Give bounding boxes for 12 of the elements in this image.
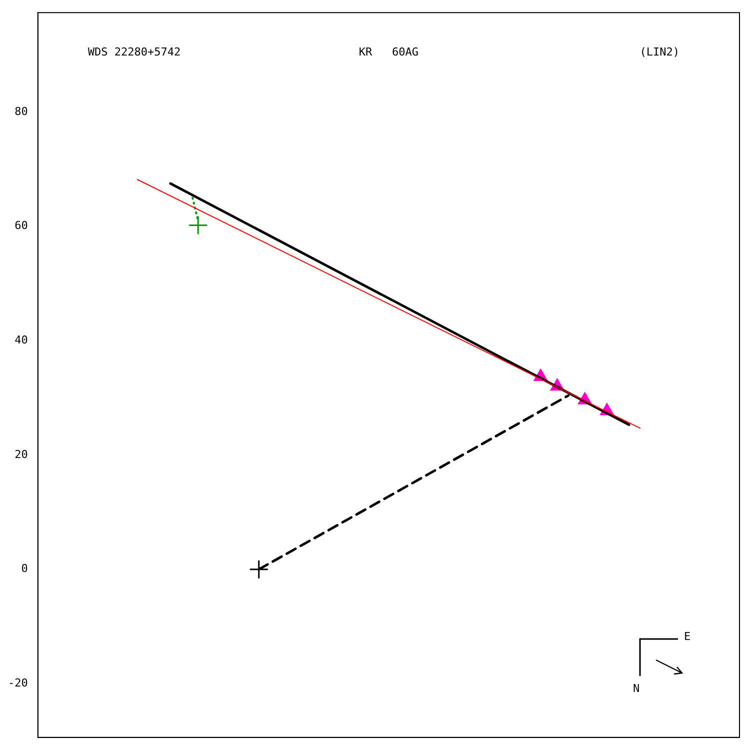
y-tick-label: 60 [14, 219, 28, 232]
y-tick-label: 20 [14, 448, 28, 461]
y-tick-label: 80 [14, 104, 28, 118]
text: WDS 22280+5742 [88, 45, 181, 58]
annotation: N [633, 682, 640, 695]
annotation: E [684, 630, 691, 643]
text: KR 60AG [358, 45, 418, 58]
annotation: (LIN2) [640, 45, 680, 58]
y-tick-label: 0 [21, 562, 28, 576]
y-tick-label: 40 [14, 334, 28, 347]
point [249, 560, 269, 580]
y-tick-label: -20 [8, 676, 28, 690]
